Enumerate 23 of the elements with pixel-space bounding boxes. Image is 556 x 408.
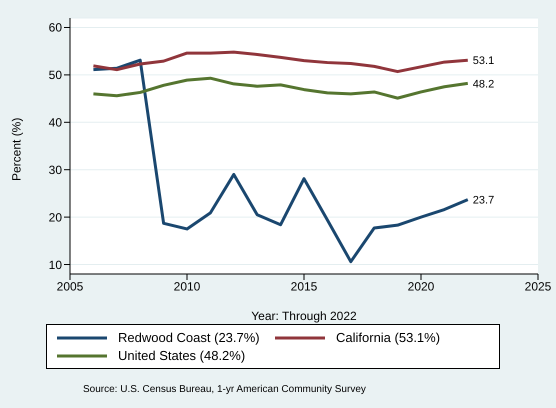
y-tick-label: 60 xyxy=(48,20,62,35)
line-series xyxy=(92,76,470,100)
legend-label: United States (48.2%) xyxy=(118,348,246,363)
y-tick-label: 10 xyxy=(48,258,62,272)
x-tick-label: 2025 xyxy=(524,280,552,294)
x-tick-label: 2015 xyxy=(290,280,318,294)
data-label: 23.7 xyxy=(472,194,494,207)
data-label: 53.1 xyxy=(472,55,494,68)
x-tick-label: 2005 xyxy=(56,280,84,294)
x-tick-label: 2020 xyxy=(408,280,435,294)
source-note: Source: U.S. Census Bureau, 1-yr American Community Survey xyxy=(83,384,366,395)
line-series xyxy=(92,58,470,264)
data-label: 48.2 xyxy=(472,78,494,90)
y-tick-label: 40 xyxy=(48,116,62,130)
line-series xyxy=(92,50,470,74)
legend-label: Redwood Coast (23.7%) xyxy=(118,330,260,345)
x-tick-label: 2010 xyxy=(174,280,201,294)
x-axis-title: Year: Through 2022 xyxy=(251,309,358,323)
y-axis-title: Percent (%) xyxy=(9,118,24,181)
y-tick-label: 20 xyxy=(48,210,62,224)
legend-label: California (53.1%) xyxy=(336,330,440,345)
y-tick-label: 50 xyxy=(48,68,62,82)
y-tick-label: 30 xyxy=(48,162,62,177)
